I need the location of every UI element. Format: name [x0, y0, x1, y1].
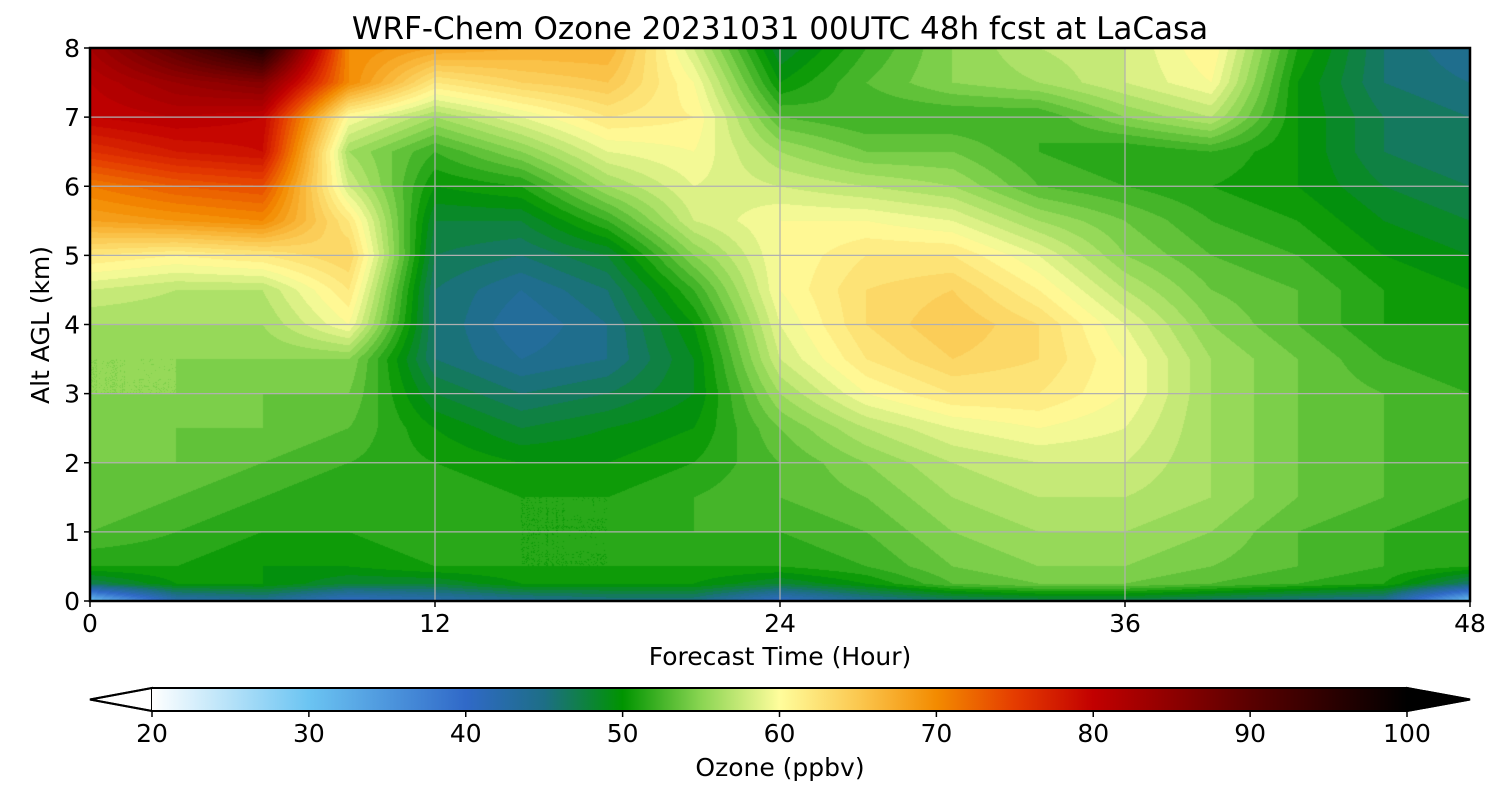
y-tick-label: 3	[64, 380, 80, 409]
y-tick-label: 7	[64, 103, 80, 132]
colorbar-tick-label: 80	[1077, 719, 1109, 748]
y-tick-label: 5	[64, 241, 80, 270]
x-tick-label: 36	[1109, 609, 1141, 638]
y-tick-label: 8	[64, 34, 80, 63]
x-axis: 0 12 24 36 48	[82, 601, 1486, 638]
colorbar-tick-label: 50	[607, 719, 639, 748]
colorbar-low-extend-arrow	[89, 686, 153, 713]
colorbar-tick-label: 30	[293, 719, 325, 748]
colorbar-tick-label: 40	[450, 719, 482, 748]
plot-area	[88, 46, 1472, 603]
colorbar-tick-label: 20	[136, 719, 168, 748]
colorbar-ticks: 20 30 40 50 60 70 80 90 100	[136, 711, 1431, 748]
y-tick-label: 2	[64, 449, 80, 478]
y-tick-label: 1	[64, 518, 80, 547]
colorbar-tick-label: 70	[920, 719, 952, 748]
colorbar-tick-label: 60	[764, 719, 796, 748]
colorbar-high-extend-arrow	[1406, 686, 1471, 713]
x-axis-label: Forecast Time (Hour)	[649, 642, 912, 671]
colorbar-tick-label: 90	[1234, 719, 1266, 748]
y-axis-label: Alt AGL (km)	[26, 246, 55, 404]
y-tick-label: 6	[64, 172, 80, 201]
y-axis: 0 1 2 3 4 5 6 7 8	[64, 34, 90, 616]
x-tick-label: 48	[1454, 609, 1486, 638]
y-tick-label: 0	[64, 587, 80, 616]
x-tick-label: 12	[419, 609, 451, 638]
colorbar: 20 30 40 50 60 70 80 90 100 Ozone (ppbv)	[89, 686, 1471, 782]
colorbar-bar	[152, 688, 1407, 711]
colorbar-label: Ozone (ppbv)	[695, 753, 864, 782]
chart-title: WRF-Chem Ozone 20231031 00UTC 48h fcst a…	[352, 11, 1208, 47]
grid-lines	[90, 48, 1470, 601]
x-tick-label: 24	[764, 609, 796, 638]
y-tick-label: 4	[64, 311, 80, 340]
x-tick-label: 0	[82, 609, 98, 638]
colorbar-tick-label: 100	[1383, 719, 1431, 748]
